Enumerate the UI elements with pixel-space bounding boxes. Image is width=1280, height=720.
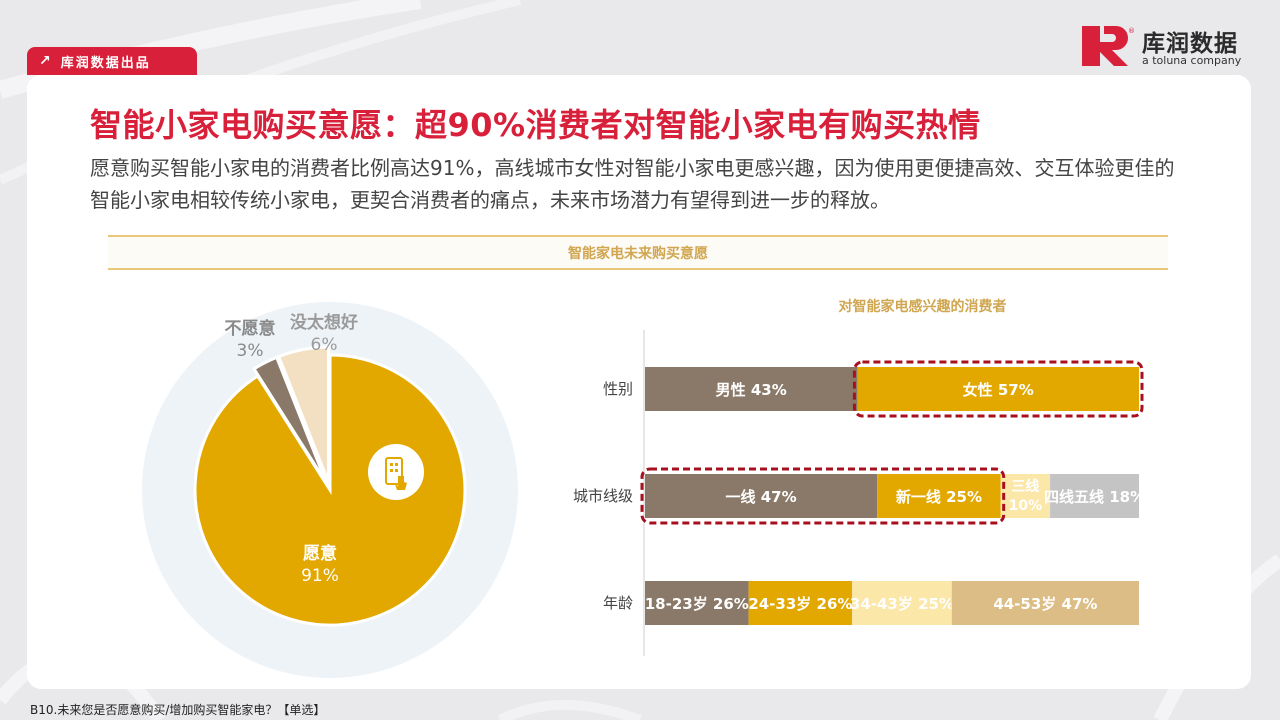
bar-segment-label: 女性 57% <box>963 381 1034 399</box>
pie-slice-unsure <box>276 345 331 483</box>
bar-segment-label: 一线 47% <box>726 488 797 506</box>
bar-segment-label: 三线 <box>1011 478 1039 495</box>
brand-logo: ® 库润数据 a toluna company <box>1080 22 1255 70</box>
brand-subtitle: a toluna company <box>1142 54 1242 67</box>
arrow-up-right-icon: ↗ <box>39 53 53 69</box>
footnote: B10.未来您是否愿意购买/增加购买智能家电？【单选】 <box>30 703 326 717</box>
pie-label-unsure-value: 6% <box>310 335 338 355</box>
bar-segment <box>877 474 1001 518</box>
pie-label-unsure: 没太想好 6% <box>283 312 365 356</box>
pie-label-no-name: 不愿意 <box>224 319 276 339</box>
pie-label-yes-value: 91% <box>301 566 339 586</box>
highlight-box <box>852 360 1144 418</box>
kr-logo-icon: ® <box>1082 26 1135 66</box>
bar-segment <box>1000 474 1051 518</box>
bar-segment-label: 18-23岁 26% <box>645 595 749 613</box>
pie-slice-no <box>251 355 328 484</box>
bar-segment-label: 34-43岁 25% <box>850 595 954 613</box>
bar-segment-label: 24-33岁 26% <box>748 595 852 613</box>
stacked-bar-chart: 性别 男性 43% 女性 57% 城市线级 一线 47% 新一线 25% 三线 10% 四线五线… <box>573 330 1145 656</box>
brand-name: 库润数据 <box>1142 31 1238 57</box>
pie-label-yes-name: 愿意 <box>303 544 337 564</box>
bar-segment-label: 男性 43% <box>716 381 787 399</box>
smart-device-icon <box>368 444 424 500</box>
pie-label-no-value: 3% <box>236 341 264 361</box>
bar-segment-label: 44-53岁 47% <box>993 595 1097 613</box>
pie-label-no: 不愿意 3% <box>212 318 288 362</box>
bar-segment-label: 新一线 25% <box>896 488 982 506</box>
pie-label-unsure-name: 没太想好 <box>290 313 358 333</box>
bar-category-label: 性别 <box>603 380 633 398</box>
svg-text:®: ® <box>1128 27 1135 35</box>
bar-category-label: 城市线级 <box>573 487 633 505</box>
bar-category-label: 年龄 <box>603 594 633 612</box>
bar-segment <box>645 367 858 411</box>
highlight-box <box>640 467 1006 525</box>
page-description: 愿意购买智能小家电的消费者比例高达91%，高线城市女性对智能小家电更感兴趣，因为… <box>90 156 1175 212</box>
bar-segment <box>645 581 749 625</box>
bar-segment <box>857 367 1139 411</box>
bar-chart-title: 对智能家电感兴趣的消费者 <box>838 299 1007 315</box>
bar-segment <box>645 474 878 518</box>
pie-slice-yes <box>193 353 467 627</box>
source-tag: ↗ 库润数据出品 <box>27 47 197 75</box>
source-tag-label: 库润数据出品 <box>60 55 151 71</box>
bar-segment <box>852 581 952 625</box>
bar-segment-value: 10% <box>1009 498 1043 514</box>
section-header: 智能家电未来购买意愿 <box>108 235 1168 270</box>
pie-label-yes: 愿意 91% <box>280 543 360 587</box>
bar-segment <box>748 581 853 625</box>
bar-segment <box>951 581 1139 625</box>
bar-segment-label: 四线五线 18% <box>1044 488 1145 506</box>
pie-chart <box>142 302 518 678</box>
section-header-label: 智能家电未来购买意愿 <box>568 245 708 262</box>
page-title: 智能小家电购买意愿：超90%消费者对智能小家电有购买热情 <box>90 106 981 144</box>
bar-segment <box>1050 474 1139 518</box>
